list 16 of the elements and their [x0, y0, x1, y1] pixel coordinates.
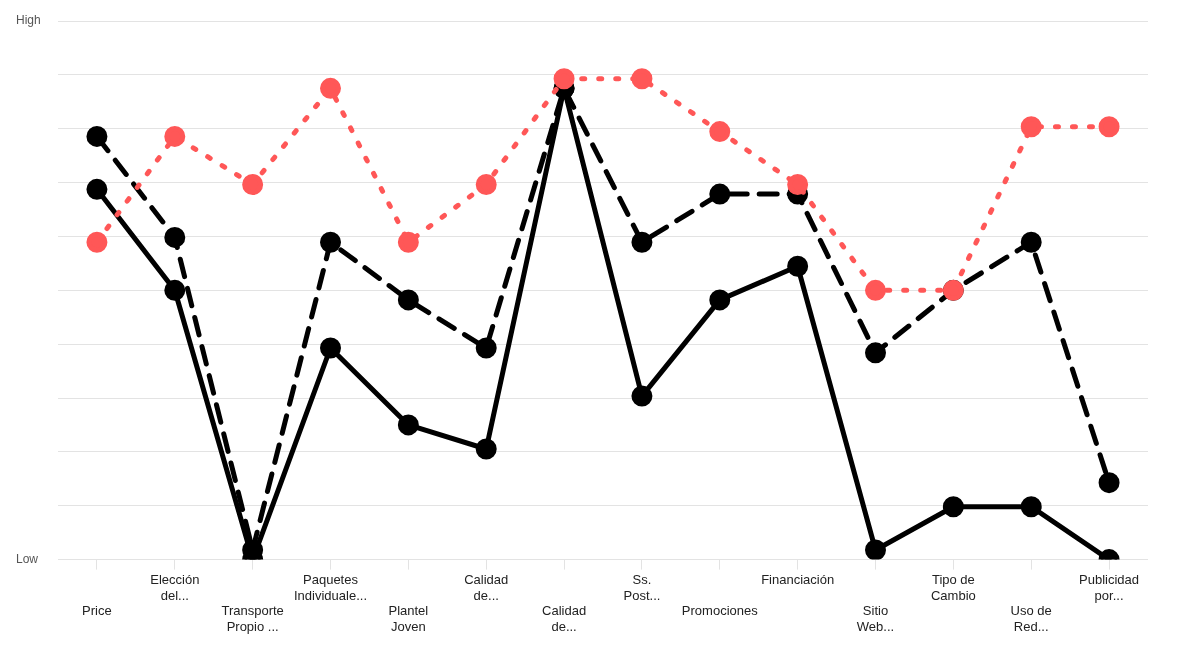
x-tick-label: Publicidad por... [1079, 571, 1140, 603]
x-tick-label: Tipo de Cambio [930, 571, 976, 603]
x-tick-label: Financiación [761, 571, 835, 587]
x-tick-label: Calidad de... [464, 571, 509, 603]
text: High [16, 13, 41, 28]
text: Low [16, 551, 39, 566]
x-tick-label: Price [82, 603, 112, 619]
x-tick-label: Paquetes Individuale... [294, 571, 367, 603]
x-tick-label: Calidad de... [542, 603, 587, 634]
x-tick-label: Ss. Post... [623, 571, 661, 603]
x-tick-label: Promociones [681, 603, 759, 619]
x-tick-label: Elección del... [150, 571, 200, 603]
x-tick-label: Uso de Red... [1010, 603, 1052, 634]
x-tick-label: Plantel Joven [388, 603, 429, 634]
x-tick-label: Transporte Propio ... [221, 603, 284, 634]
x-tick-label: Sitio Web... [856, 603, 895, 634]
